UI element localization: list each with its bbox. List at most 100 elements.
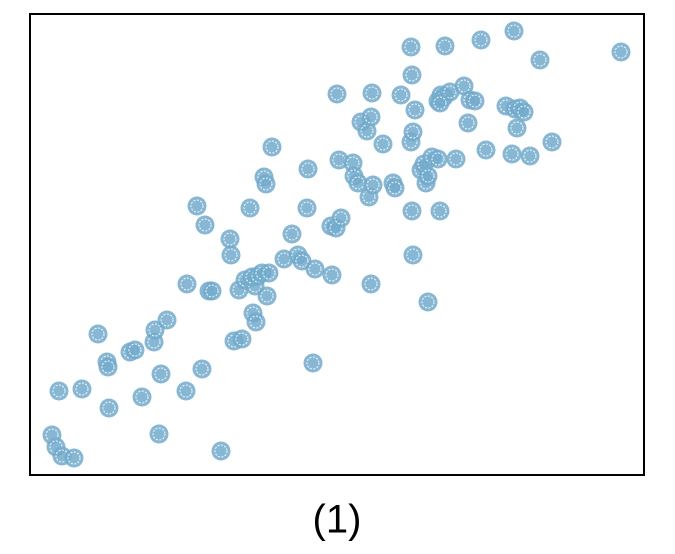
point xyxy=(305,259,325,279)
point-fill xyxy=(542,132,562,152)
point-ring xyxy=(438,39,452,53)
point-fill xyxy=(402,65,422,85)
point-ring xyxy=(406,248,420,262)
point xyxy=(405,100,425,120)
point-ring xyxy=(443,85,457,99)
point-ring xyxy=(479,143,493,157)
point-ring xyxy=(329,221,343,235)
point xyxy=(331,208,351,228)
point xyxy=(504,21,524,41)
point-ring xyxy=(474,33,488,47)
point xyxy=(361,274,381,294)
point-ring xyxy=(135,390,149,404)
point-fill xyxy=(502,144,522,164)
point-fill xyxy=(151,364,171,384)
point-fill xyxy=(465,91,485,111)
point xyxy=(240,198,260,218)
points xyxy=(42,21,631,468)
point xyxy=(125,340,145,360)
point-ring xyxy=(431,152,445,166)
point-ring xyxy=(262,266,276,280)
point-fill xyxy=(373,134,393,154)
point-fill xyxy=(361,274,381,294)
point-fill xyxy=(221,245,241,265)
point xyxy=(88,324,108,344)
point-ring xyxy=(243,201,257,215)
point-fill xyxy=(458,113,478,133)
point xyxy=(246,312,266,332)
point-ring xyxy=(404,135,418,149)
point-fill xyxy=(49,381,69,401)
point-ring xyxy=(306,356,320,370)
point-fill xyxy=(282,224,302,244)
point-ring xyxy=(301,162,315,176)
point xyxy=(72,379,92,399)
point-ring xyxy=(265,140,279,154)
point-fill xyxy=(232,329,252,349)
point-fill xyxy=(327,84,347,104)
point-ring xyxy=(334,211,348,225)
point-ring xyxy=(101,360,115,374)
point xyxy=(507,118,527,138)
point-ring xyxy=(180,277,194,291)
point xyxy=(402,65,422,85)
point-fill xyxy=(362,83,382,103)
point xyxy=(458,113,478,133)
point-ring xyxy=(205,284,219,298)
point xyxy=(430,93,450,113)
point-ring xyxy=(376,137,390,151)
point-fill xyxy=(418,166,438,186)
chart-title: (1) xyxy=(313,498,362,542)
point-ring xyxy=(91,327,105,341)
point xyxy=(542,132,562,152)
point-fill xyxy=(435,36,455,56)
point-fill xyxy=(157,310,177,330)
point-fill xyxy=(504,21,524,41)
point-fill xyxy=(192,359,212,379)
point-fill xyxy=(303,353,323,373)
point-ring xyxy=(404,40,418,54)
point-ring xyxy=(406,125,420,139)
point-fill xyxy=(262,137,282,157)
point-ring xyxy=(179,384,193,398)
point-ring xyxy=(223,232,237,246)
point-ring xyxy=(45,428,59,442)
point-ring xyxy=(249,315,263,329)
point xyxy=(418,292,438,312)
point-ring xyxy=(461,116,475,130)
point-fill xyxy=(257,286,277,306)
point-ring xyxy=(224,248,238,262)
point-ring xyxy=(195,362,209,376)
point-fill xyxy=(256,174,276,194)
point xyxy=(262,137,282,157)
point-fill xyxy=(246,312,266,332)
point-fill xyxy=(530,50,550,70)
point-ring xyxy=(102,401,116,415)
point-ring xyxy=(235,332,249,346)
point-fill xyxy=(348,173,368,193)
point-ring xyxy=(198,218,212,232)
point-ring xyxy=(449,152,463,166)
point-fill xyxy=(428,149,448,169)
point-fill xyxy=(403,245,423,265)
point xyxy=(373,134,393,154)
point xyxy=(282,224,302,244)
point-fill xyxy=(149,424,169,444)
point-fill xyxy=(391,85,411,105)
point xyxy=(327,84,347,104)
point xyxy=(99,398,119,418)
point-ring xyxy=(433,204,447,218)
point-fill xyxy=(211,441,231,461)
point xyxy=(385,178,405,198)
point-ring xyxy=(533,53,547,67)
point xyxy=(257,286,277,306)
point-fill xyxy=(402,201,422,221)
point-ring xyxy=(468,94,482,108)
point-fill xyxy=(363,175,383,195)
point-fill xyxy=(331,208,351,228)
point-fill xyxy=(297,198,317,218)
point xyxy=(514,102,534,122)
point xyxy=(403,122,423,142)
point-fill xyxy=(322,265,342,285)
point-ring xyxy=(457,79,471,93)
